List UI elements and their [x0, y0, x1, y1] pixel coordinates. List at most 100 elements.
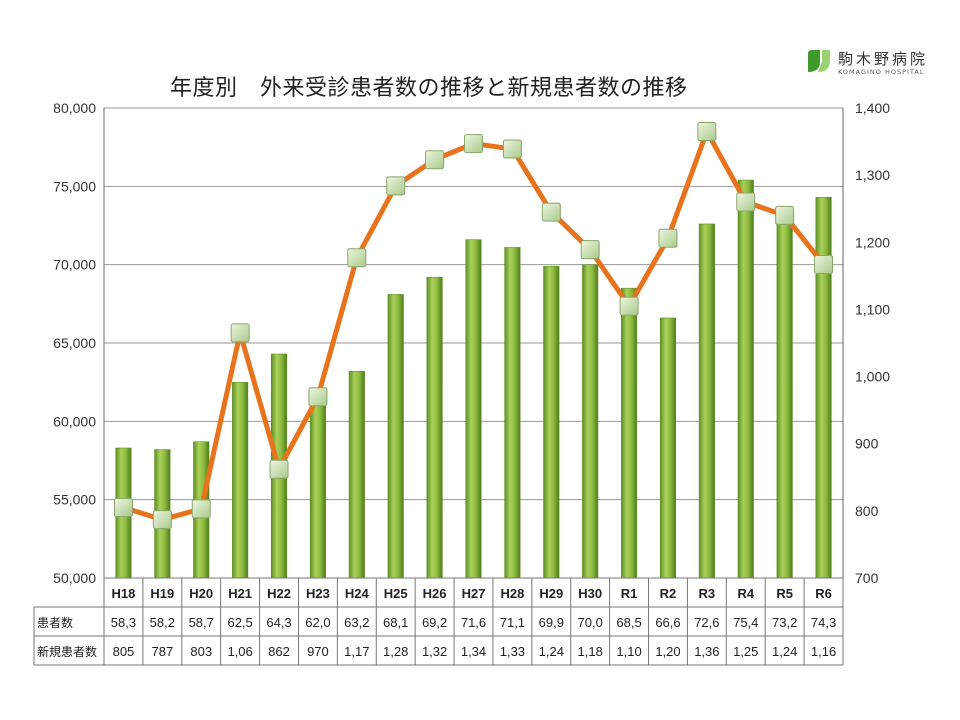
hospital-name-latin: KOMAGINO HOSPITAL: [838, 68, 925, 76]
data-label: 64,3: [266, 615, 291, 630]
data-label: 70,0: [578, 615, 603, 630]
y-right-tick-label: 1,100: [855, 301, 890, 317]
y-right-tick-label: 1,200: [855, 234, 890, 250]
bar: [348, 370, 365, 579]
data-label: 68,5: [616, 615, 641, 630]
line-marker: [775, 205, 795, 225]
x-tick-label: H21: [228, 586, 252, 601]
data-label: 75,4: [733, 615, 758, 630]
y-right-tick-label: 1,000: [855, 369, 890, 385]
y-left-tick-label: 55,000: [53, 492, 96, 508]
data-label: 1,17: [344, 644, 369, 659]
data-label: 862: [268, 644, 290, 659]
y-right-tick-label: 800: [855, 503, 879, 519]
data-label: 1,20: [655, 644, 680, 659]
data-label: 1,32: [422, 644, 447, 659]
x-tick-label: H28: [500, 586, 524, 601]
line-marker: [308, 387, 328, 407]
x-tick-label: H19: [150, 586, 174, 601]
data-label: 970: [307, 644, 329, 659]
y-left-tick-label: 60,000: [53, 413, 96, 429]
data-label: 58,2: [150, 615, 175, 630]
data-label: 1,34: [461, 644, 486, 659]
line-marker: [269, 459, 289, 479]
bar: [465, 239, 482, 579]
x-tick-label: H26: [423, 586, 447, 601]
data-label: 1,25: [733, 644, 758, 659]
line-marker: [619, 296, 639, 316]
data-label: 805: [113, 644, 135, 659]
bar: [543, 265, 560, 579]
data-label: 69,2: [422, 615, 447, 630]
data-label: 63,2: [344, 615, 369, 630]
line-marker: [658, 228, 678, 248]
x-tick-label: H18: [112, 586, 136, 601]
data-label: 71,6: [461, 615, 486, 630]
data-label: 73,2: [772, 615, 797, 630]
x-tick-label: H30: [578, 586, 602, 601]
x-tick-label: H20: [189, 586, 213, 601]
hospital-logo: 駒木野病院 KOMAGINO HOSPITAL: [806, 46, 946, 82]
data-label: 1,33: [500, 644, 525, 659]
bar: [582, 264, 599, 579]
x-tick-label: H23: [306, 586, 330, 601]
x-tick-label: R2: [660, 586, 677, 601]
line-marker: [464, 134, 483, 154]
x-tick-label: R6: [815, 586, 832, 601]
x-tick-label: H29: [539, 586, 563, 601]
bar: [309, 389, 326, 579]
data-label: 1,36: [694, 644, 719, 659]
y-right-tick-label: 1,400: [855, 100, 890, 116]
bar: [621, 287, 638, 579]
y-left-tick-label: 80,000: [53, 100, 96, 116]
data-label: 787: [151, 644, 173, 659]
x-tick-label: H25: [384, 586, 408, 601]
y-right-tick-label: 1,300: [855, 167, 890, 183]
data-label: 1,06: [227, 644, 252, 659]
line-marker: [113, 498, 133, 517]
data-label: 58,3: [111, 615, 136, 630]
bar: [387, 294, 404, 579]
bar: [698, 223, 715, 579]
data-label: 803: [190, 644, 212, 659]
x-tick-label: R1: [621, 586, 638, 601]
data-label: 1,28: [383, 644, 408, 659]
x-tick-label: R5: [776, 586, 793, 601]
data-label: 62,0: [305, 615, 330, 630]
data-label: 1,10: [616, 644, 641, 659]
y-right-tick-label: 900: [855, 436, 879, 452]
data-label: 1,24: [772, 644, 797, 659]
line-marker: [230, 323, 250, 343]
bar: [776, 214, 793, 579]
line-marker: [386, 176, 406, 196]
data-label: 66,6: [655, 615, 680, 630]
y-right-tick-label: 700: [855, 570, 879, 586]
data-label: 74,3: [811, 615, 836, 630]
line-marker: [580, 240, 600, 260]
data-label: 72,6: [694, 615, 719, 630]
bar: [504, 247, 521, 579]
line-marker: [191, 499, 211, 519]
data-label: 58,7: [189, 615, 214, 630]
leaf-logo-icon: [808, 50, 830, 72]
data-label: 71,1: [500, 615, 525, 630]
table-row-label-patients: 患者数: [37, 615, 73, 630]
y-left-tick-label: 75,000: [53, 178, 96, 194]
chart-title: 年度別 外来受診患者数の推移と新規患者数の推移: [170, 76, 688, 101]
data-label: 1,24: [539, 644, 564, 659]
hospital-name: 駒木野病院: [838, 50, 929, 68]
data-label: 1,16: [811, 644, 836, 659]
line-marker: [347, 248, 367, 268]
bar: [659, 317, 677, 579]
data-label: 69,9: [539, 615, 564, 630]
x-tick-label: H24: [345, 586, 370, 601]
x-tick-label: R4: [737, 586, 754, 601]
data-label: 1,18: [578, 644, 603, 659]
data-label: 62,5: [227, 615, 252, 630]
x-tick-label: H27: [462, 586, 486, 601]
y-left-tick-label: 70,000: [53, 257, 96, 273]
line-marker: [502, 139, 522, 159]
bar: [232, 381, 249, 579]
line-marker: [697, 122, 717, 141]
